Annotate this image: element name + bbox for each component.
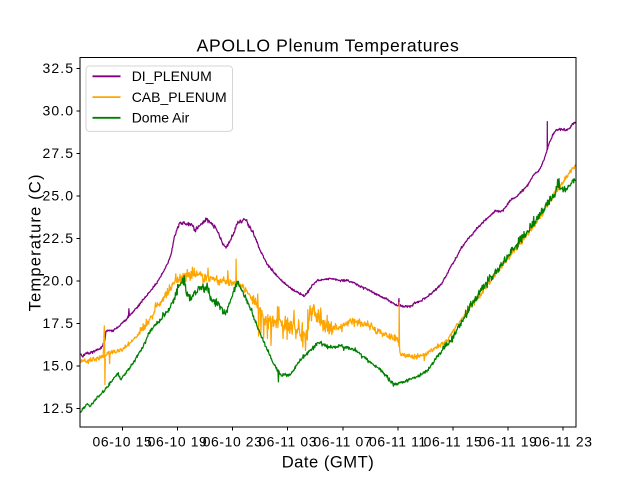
svg-text:06-11 23: 06-11 23: [534, 434, 593, 450]
svg-text:22.5: 22.5: [43, 230, 75, 246]
svg-text:Date (GMT): Date (GMT): [282, 453, 375, 472]
svg-text:06-11 07: 06-11 07: [313, 434, 372, 450]
svg-text:APOLLO Plenum Temperatures: APOLLO Plenum Temperatures: [197, 36, 460, 56]
svg-text:DI_PLENUM: DI_PLENUM: [132, 68, 212, 84]
svg-text:06-10 15: 06-10 15: [93, 434, 153, 450]
svg-text:06-10 19: 06-10 19: [148, 434, 208, 450]
svg-text:20.0: 20.0: [43, 273, 75, 289]
svg-text:06-11 19: 06-11 19: [479, 434, 538, 450]
svg-text:CAB_PLENUM: CAB_PLENUM: [132, 89, 227, 105]
svg-text:06-10 23: 06-10 23: [203, 434, 263, 450]
svg-text:06-11 11: 06-11 11: [369, 434, 427, 450]
svg-text:15.0: 15.0: [43, 358, 75, 374]
svg-text:Dome Air: Dome Air: [132, 110, 190, 126]
svg-text:30.0: 30.0: [43, 103, 75, 119]
svg-text:06-11 15: 06-11 15: [424, 434, 483, 450]
svg-text:32.5: 32.5: [43, 60, 75, 76]
svg-text:Temperature (C): Temperature (C): [26, 173, 45, 311]
svg-text:25.0: 25.0: [43, 188, 75, 204]
svg-text:27.5: 27.5: [43, 145, 75, 161]
svg-text:12.5: 12.5: [43, 400, 75, 416]
svg-text:17.5: 17.5: [43, 315, 75, 331]
svg-text:06-11 03: 06-11 03: [258, 434, 317, 450]
